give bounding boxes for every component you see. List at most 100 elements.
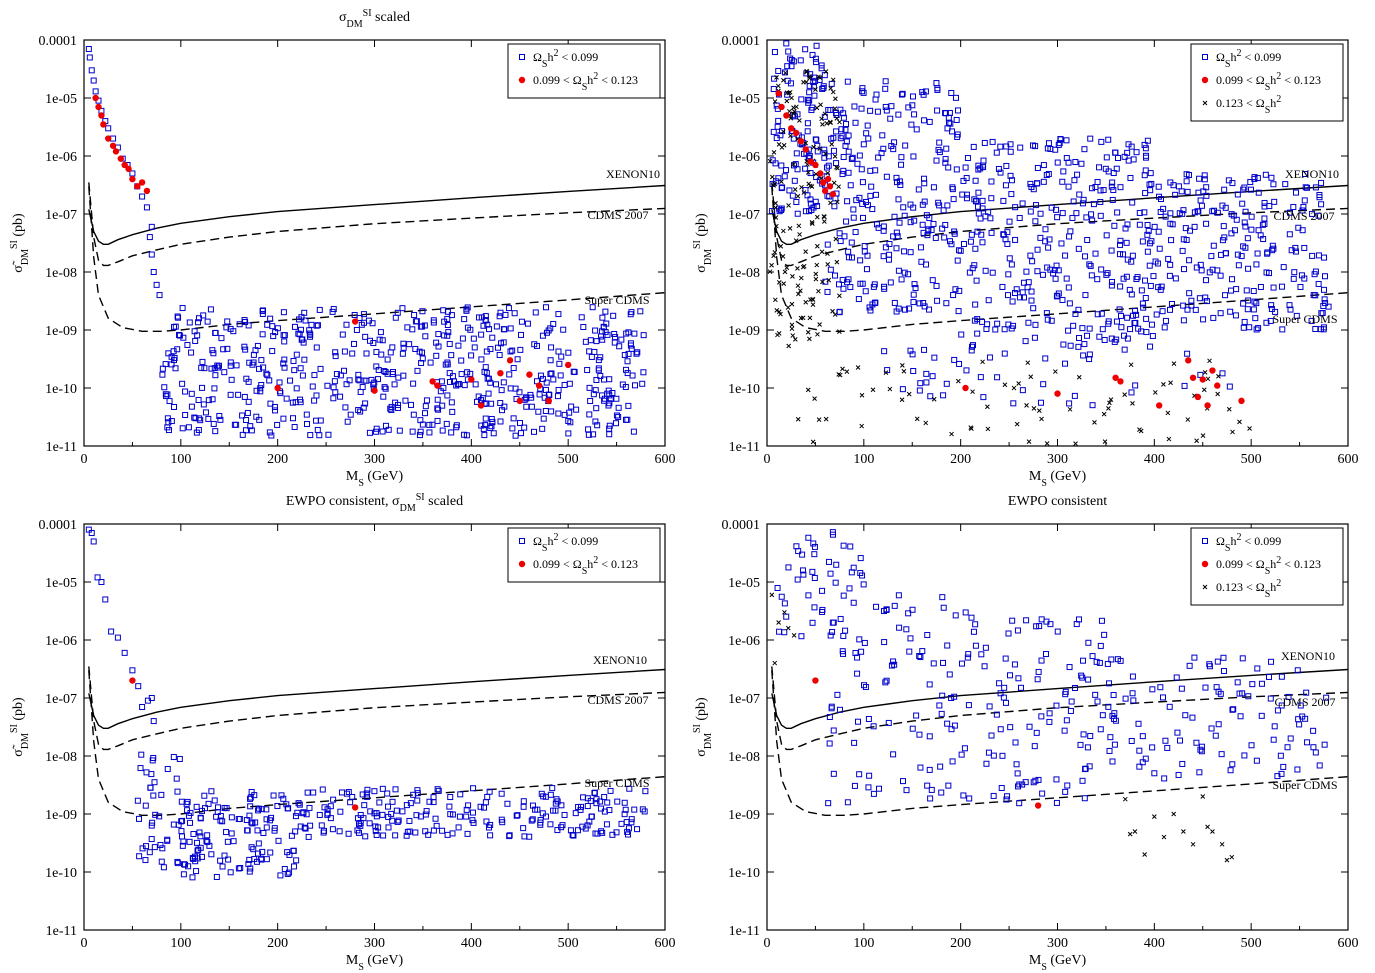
- data-point-square: [615, 413, 622, 420]
- y-tick-label: 1e-08: [728, 750, 760, 765]
- data-point-square: [345, 789, 352, 796]
- data-point-cross: [772, 297, 778, 303]
- data-point-square: [170, 821, 177, 828]
- data-point-square: [482, 799, 489, 806]
- data-point-square: [373, 425, 380, 432]
- data-point-square: [182, 861, 189, 868]
- data-point-square: [1082, 292, 1089, 299]
- data-point-square: [1105, 320, 1112, 327]
- data-point-square: [464, 830, 471, 837]
- data-point-square: [778, 185, 785, 192]
- data-point-cross: [779, 179, 784, 184]
- data-point-square: [1142, 277, 1149, 284]
- data-point-square: [1302, 184, 1309, 191]
- data-point-square: [1043, 310, 1050, 317]
- data-point-cross: [831, 180, 837, 186]
- data-point-square: [909, 725, 916, 732]
- data-point-square: [771, 49, 778, 56]
- data-point-square: [899, 778, 906, 785]
- data-point-square: [825, 800, 832, 807]
- data-point-square: [539, 810, 546, 817]
- data-point-square: [1200, 316, 1207, 323]
- data-point-square: [1138, 287, 1145, 294]
- data-point-cross: [828, 200, 833, 206]
- data-point-square: [1234, 191, 1241, 198]
- curve-super-cdms: [88, 186, 665, 332]
- data-point-square: [487, 832, 494, 839]
- data-point-square: [286, 869, 293, 876]
- y-tick-label: 1e-05: [45, 92, 77, 107]
- data-point-square: [248, 819, 255, 826]
- data-point-square: [597, 333, 604, 340]
- y-tick-label: 1e-10: [45, 382, 77, 397]
- data-point-square: [1005, 292, 1012, 299]
- data-point-square: [934, 86, 941, 93]
- data-point-square: [827, 266, 834, 273]
- x-tick-label: 300: [364, 936, 385, 951]
- data-point-square: [142, 857, 149, 864]
- data-point-square: [879, 132, 886, 139]
- data-point-square: [1215, 721, 1222, 728]
- data-point-square: [195, 315, 202, 322]
- data-point-square: [1011, 661, 1018, 668]
- data-point-square: [975, 203, 982, 210]
- data-point-cross: [801, 190, 807, 195]
- x-tick-label: 400: [461, 936, 482, 951]
- data-point-square: [910, 291, 917, 298]
- data-point-square: [345, 830, 352, 837]
- data-point-dot: [497, 369, 504, 377]
- data-point-square: [844, 799, 851, 806]
- data-point-square: [492, 381, 499, 388]
- data-point-cross: [805, 329, 811, 335]
- data-point-square: [561, 381, 568, 388]
- data-point-square: [1023, 268, 1030, 275]
- data-point-square: [1182, 712, 1189, 719]
- data-point-square: [1109, 758, 1116, 765]
- data-point-square: [153, 281, 160, 288]
- plot-area: [85, 526, 665, 881]
- data-point-square: [511, 310, 518, 317]
- data-point-square: [207, 306, 214, 313]
- data-point-square: [869, 206, 876, 213]
- data-point-square: [212, 329, 219, 336]
- data-point-square: [1177, 737, 1184, 744]
- data-point-square: [1241, 752, 1248, 759]
- data-point-square: [402, 397, 409, 404]
- data-point-square: [1089, 653, 1096, 660]
- data-point-square: [1240, 300, 1247, 307]
- data-point-square: [291, 424, 298, 431]
- data-point-square: [988, 229, 995, 236]
- data-point-dot: [1214, 382, 1221, 389]
- data-point-square: [858, 648, 865, 655]
- data-point-square: [423, 808, 430, 815]
- data-point-square: [1038, 616, 1045, 623]
- data-point-square: [1251, 298, 1258, 305]
- data-point-cross: [1152, 390, 1158, 395]
- data-point-square: [1318, 310, 1325, 317]
- data-point-cross: [1207, 358, 1212, 364]
- data-point-square: [591, 789, 598, 796]
- data-point-square: [1073, 621, 1080, 628]
- data-point-cross: [803, 140, 809, 146]
- data-point-cross: [782, 609, 787, 615]
- data-point-square: [607, 787, 614, 794]
- data-point-square: [950, 292, 957, 299]
- data-point-square: [916, 653, 923, 660]
- data-point-cross: [923, 420, 929, 426]
- data-point-square: [1033, 623, 1040, 630]
- data-point-square: [951, 693, 958, 700]
- data-point-square: [1167, 210, 1174, 217]
- data-point-square: [148, 251, 155, 258]
- data-point-square: [955, 308, 962, 315]
- data-point-square: [896, 219, 903, 226]
- data-point-square: [1132, 308, 1139, 315]
- data-point-square: [337, 393, 344, 400]
- data-point-cross: [798, 275, 804, 281]
- data-point-square: [1291, 269, 1298, 276]
- data-point-dot: [1204, 402, 1211, 409]
- data-point-square: [1318, 179, 1325, 186]
- data-point-cross: [786, 203, 791, 208]
- data-point-square: [988, 732, 995, 739]
- data-point-square: [1039, 271, 1046, 278]
- data-point-square: [1201, 176, 1208, 183]
